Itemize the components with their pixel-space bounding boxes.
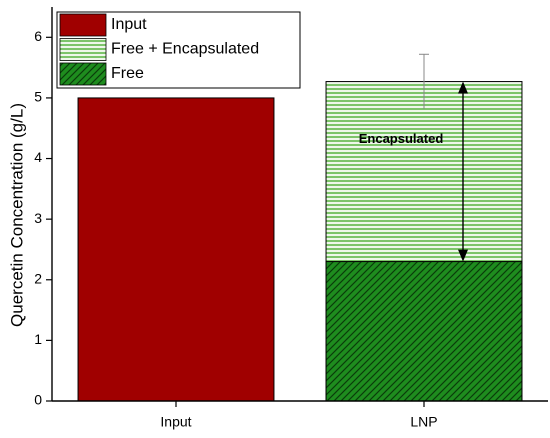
error-bar [419,53,429,109]
annotation-arrow [458,81,468,262]
y-tick-label: 4 [34,149,42,165]
legend-label: Free [111,65,144,82]
y-tick-label: 5 [34,89,42,105]
x-tick-label: LNP [410,414,437,430]
y-axis-label: Quercetin Concentration (g/L) [7,103,26,327]
y-tick-label: 2 [34,270,42,286]
legend-label: Input [111,16,147,33]
legend-swatch [59,62,107,86]
y-tick-label: 0 [34,392,42,408]
bar [77,97,275,402]
bar [325,261,523,402]
legend-label: Free + Encapsulated [111,41,259,58]
annotation: Encapsulated [359,131,444,146]
legend-swatch [59,13,107,37]
y-tick-label: 6 [34,28,42,44]
y-tick-label: 1 [34,331,42,347]
x-tick-label: Input [160,414,191,430]
y-tick-label: 3 [34,210,42,226]
legend: Input Free + Encapsulated Free [56,11,301,89]
legend-swatch [59,38,107,61]
